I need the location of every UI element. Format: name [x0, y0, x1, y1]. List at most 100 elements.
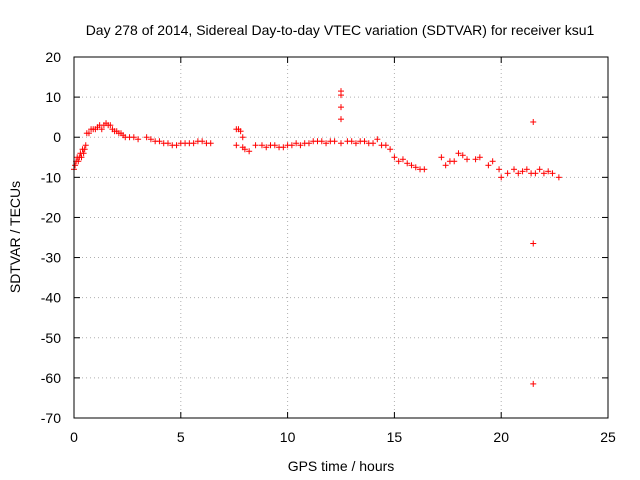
data-point	[147, 136, 154, 143]
data-point	[263, 144, 270, 151]
data-point	[207, 140, 214, 147]
data-point	[391, 154, 398, 161]
data-point	[246, 148, 253, 155]
data-point	[485, 162, 492, 169]
x-tick-label: 15	[387, 429, 403, 445]
y-tick-label: 0	[53, 129, 61, 145]
data-point	[352, 140, 359, 147]
data-point	[271, 142, 278, 149]
data-point	[305, 140, 312, 147]
y-tick-label: -60	[41, 370, 61, 386]
data-point	[412, 164, 419, 171]
data-point	[98, 126, 105, 133]
x-tick-label: 25	[600, 429, 616, 445]
data-point	[519, 168, 526, 175]
y-tick-label: -30	[41, 250, 61, 266]
data-point	[81, 146, 88, 153]
data-point	[107, 122, 114, 129]
data-point	[523, 166, 530, 173]
data-point	[421, 166, 428, 173]
x-axis-label: GPS time / hours	[288, 458, 395, 474]
x-tick-label: 5	[177, 429, 185, 445]
data-point	[82, 142, 89, 149]
data-point	[530, 380, 537, 387]
data-point	[348, 138, 355, 145]
data-point	[549, 170, 556, 177]
data-point	[318, 138, 325, 145]
data-point	[387, 146, 394, 153]
data-point	[338, 104, 344, 111]
y-tick-label: -40	[41, 290, 61, 306]
data-point	[338, 140, 344, 147]
chart-title: Day 278 of 2014, Sidereal Day-to-day VTE…	[86, 22, 595, 38]
data-point	[173, 142, 180, 149]
data-point	[233, 142, 240, 149]
data-point	[515, 170, 522, 177]
data-point	[382, 142, 389, 149]
data-point	[239, 134, 246, 141]
data-point	[455, 150, 462, 157]
data-point	[361, 138, 368, 145]
grid	[74, 57, 608, 418]
x-tick-label: 0	[70, 429, 78, 445]
data-point	[370, 140, 377, 147]
data-point	[438, 154, 445, 161]
data-point	[293, 140, 300, 147]
data-point	[237, 128, 244, 135]
data-points	[71, 88, 562, 387]
data-point	[239, 144, 246, 151]
data-point	[498, 174, 505, 181]
data-point	[252, 142, 259, 149]
data-point	[540, 170, 547, 177]
data-point	[472, 156, 479, 163]
y-tick-label: -70	[41, 410, 61, 426]
data-point	[80, 150, 87, 157]
data-point	[75, 158, 82, 165]
data-point	[511, 166, 518, 173]
plot-frame	[73, 56, 609, 419]
data-point	[143, 134, 150, 141]
data-point	[395, 158, 402, 165]
data-point	[199, 138, 206, 145]
data-point	[555, 174, 562, 181]
data-point	[530, 118, 537, 125]
y-tick-label: 20	[45, 49, 61, 65]
data-point	[85, 130, 92, 137]
ticks: 0 5 10 15 20 25 20 10 0 -10 -20 -30 -40 -50 -60 -70	[41, 49, 616, 445]
data-point	[323, 140, 330, 147]
y-tick-label: 10	[45, 89, 61, 105]
data-point	[536, 166, 543, 173]
data-point	[404, 160, 411, 167]
data-point	[476, 154, 483, 161]
data-point	[338, 116, 344, 123]
y-axis-label: SDTVAR / TECUs	[7, 181, 23, 293]
data-point	[78, 154, 85, 161]
data-point	[135, 136, 142, 143]
data-point	[408, 162, 415, 169]
data-point	[331, 138, 338, 145]
x-tick-label: 20	[493, 429, 509, 445]
data-point	[530, 240, 537, 247]
y-tick-label: -20	[41, 209, 61, 225]
data-point	[532, 170, 539, 177]
data-point	[399, 156, 406, 163]
y-tick-label: -10	[41, 169, 61, 185]
data-point	[258, 142, 265, 149]
data-point	[496, 166, 503, 173]
data-point	[489, 158, 496, 165]
data-point	[374, 136, 381, 143]
x-tick-label: 10	[280, 429, 296, 445]
data-point	[72, 162, 79, 169]
data-point	[338, 88, 344, 95]
data-point	[130, 134, 137, 141]
data-point	[459, 152, 466, 159]
data-point	[288, 142, 295, 149]
data-point	[156, 138, 163, 145]
y-tick-label: -50	[41, 330, 61, 346]
data-point	[451, 158, 458, 165]
data-point	[297, 142, 304, 149]
data-point	[164, 140, 171, 147]
data-point	[545, 168, 552, 175]
